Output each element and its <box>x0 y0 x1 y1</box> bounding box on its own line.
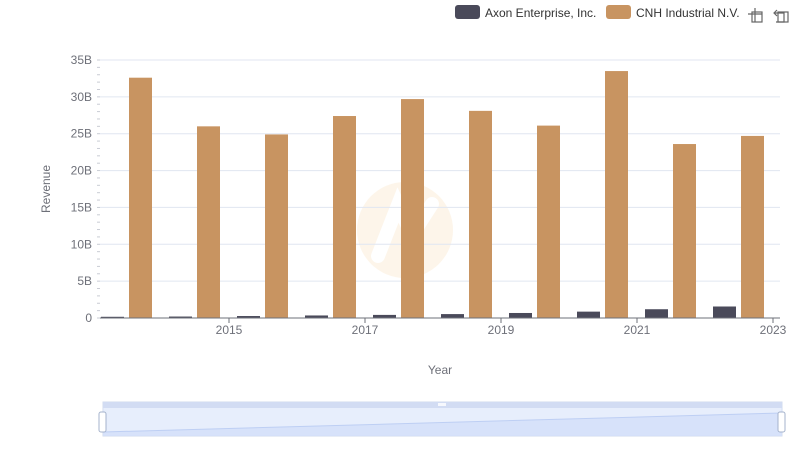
zoom-icon[interactable] <box>748 8 763 23</box>
x-axis: 2015 2017 2019 2021 2023 <box>100 317 787 337</box>
y-tick-label: 25B <box>71 127 92 141</box>
zoom-slider-preview-line <box>102 412 783 433</box>
zoom-slider[interactable] <box>98 401 786 437</box>
legend-swatch-cnh <box>606 5 631 19</box>
legend: Axon Enterprise, Inc. CNH Industrial N.V… <box>455 5 740 20</box>
legend-label-axon: Axon Enterprise, Inc. <box>485 6 596 20</box>
bar-axon-2019[interactable] <box>441 314 464 318</box>
y-tick-label: 15B <box>71 200 92 214</box>
y-axis: 0 5B 10B 15B 20B 25B 30B 35B <box>71 53 100 325</box>
x-tick-label: 2015 <box>216 323 243 337</box>
bar-cnh-2019[interactable] <box>469 110 492 318</box>
bar-axon-2017[interactable] <box>305 315 328 318</box>
bar-cnh-2018[interactable] <box>401 99 424 318</box>
bar-cnh-2021[interactable] <box>605 71 628 318</box>
legend-label-cnh: CNH Industrial N.V. <box>636 6 740 20</box>
bar-axon-2021[interactable] <box>577 311 600 318</box>
bar-cnh-2023[interactable] <box>741 135 764 318</box>
bar-axon-2018[interactable] <box>373 314 396 318</box>
zoom-slider-preview-area <box>103 413 782 436</box>
bar-cnh-2015[interactable] <box>197 126 220 318</box>
bar-axon-2015[interactable] <box>169 316 192 318</box>
zoom-slider-right-handle[interactable] <box>777 411 786 433</box>
bar-cnh-2016[interactable] <box>265 134 288 318</box>
x-axis-label: Year <box>428 363 452 377</box>
y-tick-label: 10B <box>71 237 92 251</box>
bar-axon-2020[interactable] <box>509 312 532 318</box>
y-tick-label: 20B <box>71 164 92 178</box>
y-tick-label: 35B <box>71 53 92 67</box>
y-tick-label: 5B <box>77 274 92 288</box>
x-tick-label: 2021 <box>624 323 651 337</box>
y-tick-label: 0 <box>85 311 92 325</box>
bar-axon-2016[interactable] <box>237 316 260 318</box>
legend-swatch-axon <box>455 5 480 19</box>
bar-axon-2023[interactable] <box>713 306 736 318</box>
bar-cnh-2014[interactable] <box>129 77 152 318</box>
legend-item-axon[interactable]: Axon Enterprise, Inc. <box>455 5 596 20</box>
legend-item-cnh[interactable]: CNH Industrial N.V. <box>606 5 740 20</box>
zoom-slider-drag-handle[interactable] <box>438 403 446 406</box>
bar-cnh-2022[interactable] <box>673 144 696 318</box>
restore-icon[interactable] <box>773 9 789 23</box>
bars <box>101 71 764 318</box>
y-axis-label: Revenue <box>39 165 53 213</box>
x-tick-label: 2017 <box>352 323 379 337</box>
y-tick-label: 30B <box>71 90 92 104</box>
x-tick-label: 2019 <box>488 323 515 337</box>
bar-cnh-2020[interactable] <box>537 125 560 318</box>
bar-cnh-2017[interactable] <box>333 116 356 318</box>
zoom-slider-left-handle[interactable] <box>98 411 107 433</box>
x-tick-label: 2023 <box>760 323 787 337</box>
bar-axon-2022[interactable] <box>645 309 668 318</box>
bar-axon-2014[interactable] <box>101 316 124 318</box>
